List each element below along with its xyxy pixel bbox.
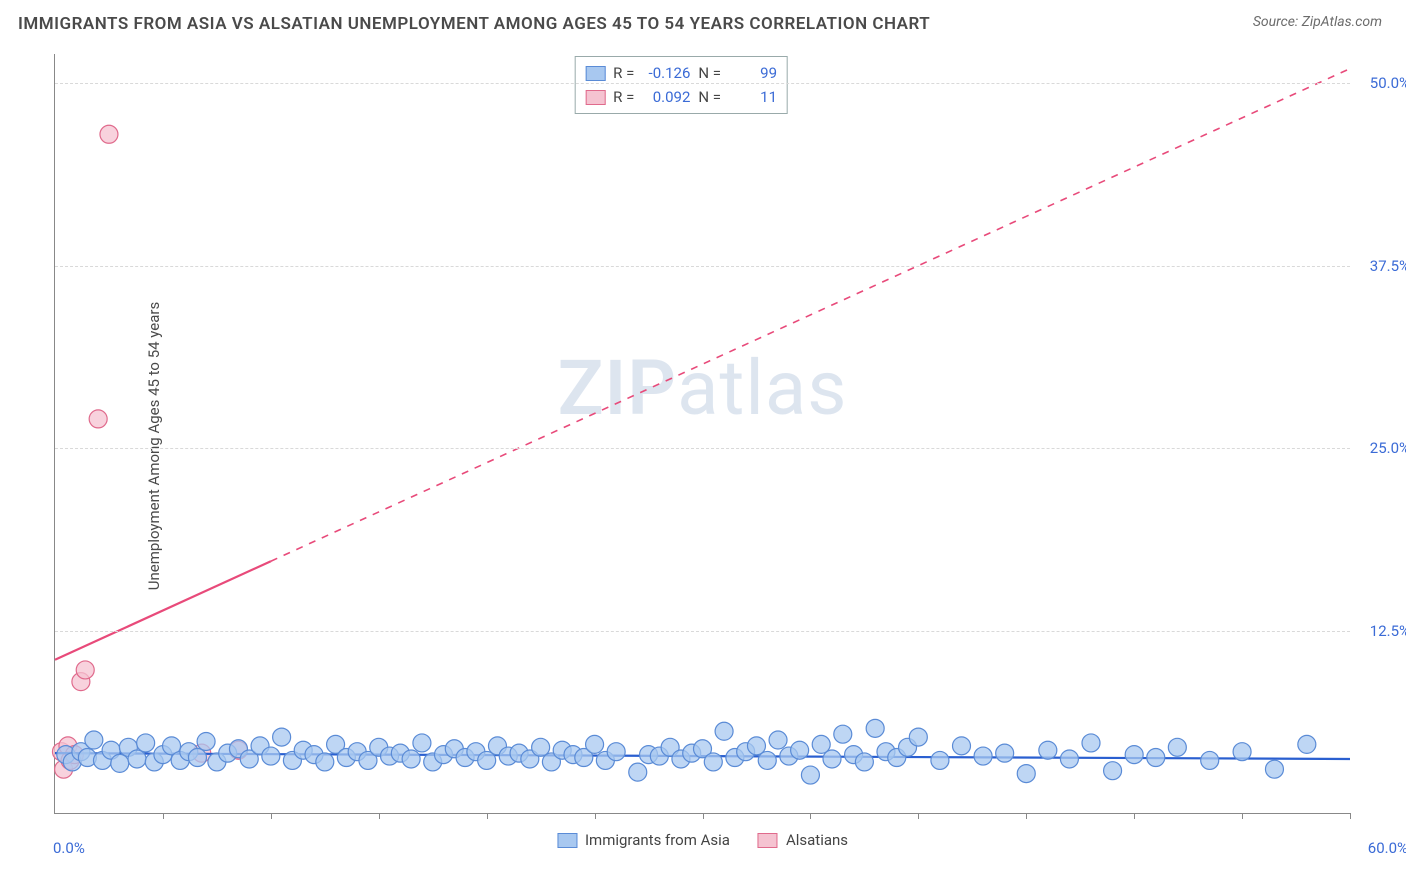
- x-tick: [1350, 813, 1351, 819]
- x-tick: [1026, 813, 1027, 819]
- x-tick: [918, 813, 919, 819]
- legend-item-blue: Immigrants from Asia: [557, 831, 730, 849]
- stats-row-pink: R = 0.092 N = 11: [585, 85, 777, 109]
- y-tick-label: 25.0%: [1370, 439, 1406, 457]
- n-value-pink: 11: [729, 85, 777, 109]
- source-name: ZipAtlas.com: [1302, 14, 1382, 30]
- x-tick: [379, 813, 380, 819]
- y-tick-label: 50.0%: [1370, 74, 1406, 92]
- chart-plot-area: ZIPatlas R = -0.126 N = 99 R = 0.092 N =…: [54, 54, 1350, 814]
- grid-line: [55, 448, 1350, 449]
- source-attribution: Source: ZipAtlas.com: [1253, 14, 1382, 30]
- chart-title: IMMIGRANTS FROM ASIA VS ALSATIAN UNEMPLO…: [18, 14, 930, 34]
- series-legend: Immigrants from Asia Alsatians: [557, 831, 848, 849]
- x-tick: [1134, 813, 1135, 819]
- swatch-blue: [585, 66, 605, 81]
- x-tick: [595, 813, 596, 819]
- swatch-pink: [758, 833, 778, 848]
- x-tick: [271, 813, 272, 819]
- x-axis-start-label: 0.0%: [53, 839, 85, 857]
- x-tick: [487, 813, 488, 819]
- source-prefix: Source:: [1253, 14, 1302, 30]
- x-tick: [1242, 813, 1243, 819]
- x-axis-end-label: 60.0%: [1368, 839, 1406, 857]
- grid-line: [55, 83, 1350, 84]
- correlation-stats-box: R = -0.126 N = 99 R = 0.092 N = 11: [574, 56, 788, 114]
- grid-line: [55, 631, 1350, 632]
- grid-line: [55, 266, 1350, 267]
- n-label: N =: [698, 61, 721, 85]
- r-value-blue: -0.126: [642, 61, 690, 85]
- stats-row-blue: R = -0.126 N = 99: [585, 61, 777, 85]
- y-tick-label: 37.5%: [1370, 257, 1406, 275]
- n-label: N =: [698, 85, 721, 109]
- r-label: R =: [613, 61, 634, 85]
- legend-label-blue: Immigrants from Asia: [585, 831, 730, 849]
- r-value-pink: 0.092: [642, 85, 690, 109]
- scatter-plot-svg: [55, 54, 1350, 813]
- x-tick: [810, 813, 811, 819]
- r-label: R =: [613, 85, 634, 109]
- swatch-blue: [557, 833, 577, 848]
- legend-item-pink: Alsatians: [758, 831, 848, 849]
- n-value-blue: 99: [729, 61, 777, 85]
- x-tick: [703, 813, 704, 819]
- x-tick: [163, 813, 164, 819]
- y-tick-label: 12.5%: [1370, 622, 1406, 640]
- legend-label-pink: Alsatians: [786, 831, 848, 849]
- swatch-pink: [585, 90, 605, 105]
